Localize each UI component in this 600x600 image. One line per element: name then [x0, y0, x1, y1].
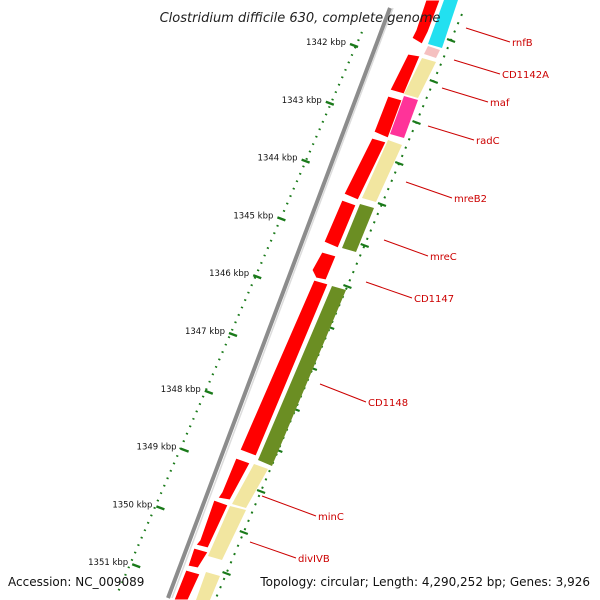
- kbp-ruler: 1342 kbp 1343 kbp 1344 kbp 1345 kbp 1346 kbp…: [88, 31, 364, 593]
- kbp-tick: [252, 274, 262, 280]
- gene-label-CD1142A[interactable]: CD1142A: [502, 70, 549, 81]
- kbp-tick-label: 1349 kbp: [137, 443, 177, 453]
- category-minC: [232, 464, 268, 508]
- kbp-tick-label: 1344 kbp: [258, 154, 298, 164]
- kbp-tick: [131, 563, 141, 569]
- cds-mreB2[interactable]: [343, 137, 387, 201]
- kbp-tick: [301, 158, 311, 164]
- map-title: Clostridium difficile 630, complete geno…: [160, 11, 441, 26]
- kbp-tick: [276, 216, 286, 222]
- category-CD1148: [258, 286, 346, 466]
- cds-CD1147[interactable]: [311, 251, 337, 281]
- category-divIVB: [208, 506, 246, 560]
- kbp-tick: [155, 505, 165, 511]
- category-segment: [196, 572, 220, 600]
- gene-labels: rnfB CD1142A maf radC mreB2 mreC CD1147 …: [298, 38, 549, 565]
- category-rnfB: [428, 0, 458, 48]
- category-mreC: [342, 204, 374, 252]
- kbp-tick-label: 1350 kbp: [112, 500, 152, 510]
- cds-segment[interactable]: [187, 547, 209, 569]
- gene-label-rnfB[interactable]: rnfB: [512, 38, 533, 49]
- kbp-tick-label: 1342 kbp: [306, 38, 346, 48]
- category-radC: [390, 96, 418, 138]
- kbp-tick: [228, 331, 238, 338]
- cds-mreC[interactable]: [323, 199, 357, 249]
- gene-label-CD1147[interactable]: CD1147: [414, 294, 454, 305]
- kbp-tick: [204, 389, 214, 395]
- kbp-tick-label: 1346 kbp: [209, 269, 249, 279]
- category-mreB2: [362, 140, 402, 202]
- gene-label-maf[interactable]: maf: [490, 98, 510, 109]
- kbp-tick-label: 1351 kbp: [88, 558, 128, 568]
- cds-radC[interactable]: [373, 95, 403, 139]
- gene-label-mreC[interactable]: mreC: [430, 252, 457, 263]
- gene-label-CD1148[interactable]: CD1148: [368, 398, 408, 409]
- kbp-tick-label: 1348 kbp: [161, 385, 201, 395]
- cds-rnfB[interactable]: [411, 0, 441, 45]
- label-leaders: [249, 27, 511, 559]
- kbp-tick: [349, 42, 359, 49]
- gene-label-divIVB[interactable]: divIVB: [298, 554, 330, 565]
- category-CD1142A: [424, 46, 440, 58]
- kbp-tick: [180, 447, 190, 453]
- kbp-tick-label: 1343 kbp: [282, 96, 322, 106]
- category-track: [196, 0, 458, 600]
- gene-label-minC[interactable]: minC: [318, 512, 344, 523]
- kbp-tick-label: 1345 kbp: [233, 211, 273, 221]
- cds-minC[interactable]: [217, 457, 251, 501]
- accession-label: Accession: NC_009089: [8, 575, 144, 589]
- cds-track: [173, 0, 441, 600]
- gene-label-mreB2[interactable]: mreB2: [454, 194, 487, 205]
- cds-segment[interactable]: [173, 569, 201, 600]
- gene-label-radC[interactable]: radC: [476, 136, 500, 147]
- cds-divIVB[interactable]: [195, 499, 229, 549]
- kbp-tick: [325, 100, 335, 106]
- cds-CD1148[interactable]: [239, 279, 329, 457]
- genome-summary: Topology: circular; Length: 4,290,252 bp…: [259, 575, 590, 589]
- kbp-tick-label: 1347 kbp: [185, 327, 225, 337]
- backbone: [166, 7, 394, 599]
- category-maf: [404, 58, 436, 98]
